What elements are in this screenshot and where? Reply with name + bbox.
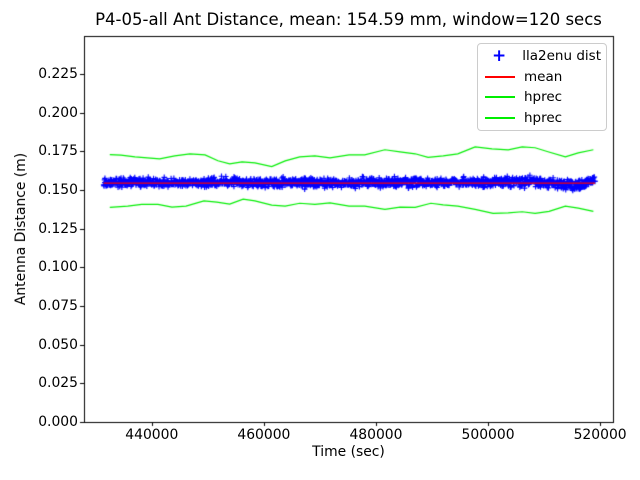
legend-item: hprec [483,87,601,108]
legend: + lla2enu dist mean hprec hprec [477,43,607,131]
y-tick-label: 0.225 [38,66,78,83]
y-tick-label: 0.200 [38,104,78,121]
x-tick-label: 460000 [237,427,291,443]
y-tick-label: 0.125 [38,220,78,237]
x-tick-label: 480000 [349,427,403,443]
y-tick-label: 0.075 [38,298,78,315]
legend-item-label: mean [524,68,563,85]
plus-marker-icon: + [492,45,507,66]
line-marker-icon [485,116,515,119]
y-tick-label: 0.050 [38,336,78,353]
y-axis-label: Antenna Distance (m) [13,152,29,306]
x-tick-label: 500000 [461,427,515,443]
y-tick-label: 0.000 [38,414,78,430]
legend-item-label: hprec [524,109,563,126]
y-tick-label: 0.025 [38,375,78,392]
legend-item-label: hprec [524,89,563,106]
legend-item: hprec [483,108,601,129]
line-marker-icon [485,75,515,78]
y-tick-label: 0.100 [38,259,78,276]
x-tick-label: 440000 [125,427,179,443]
chart-title: P4-05-all Ant Distance, mean: 154.59 mm,… [95,10,602,29]
x-tick-label: 520000 [573,427,627,443]
legend-item: + lla2enu dist [483,46,601,67]
y-tick-label: 0.175 [38,143,78,160]
legend-item: mean [483,67,601,88]
x-axis-label: Time (sec) [312,444,385,460]
y-tick-label: 0.150 [38,182,78,199]
legend-item-label: lla2enu dist [522,48,601,65]
line-marker-icon [485,96,515,99]
